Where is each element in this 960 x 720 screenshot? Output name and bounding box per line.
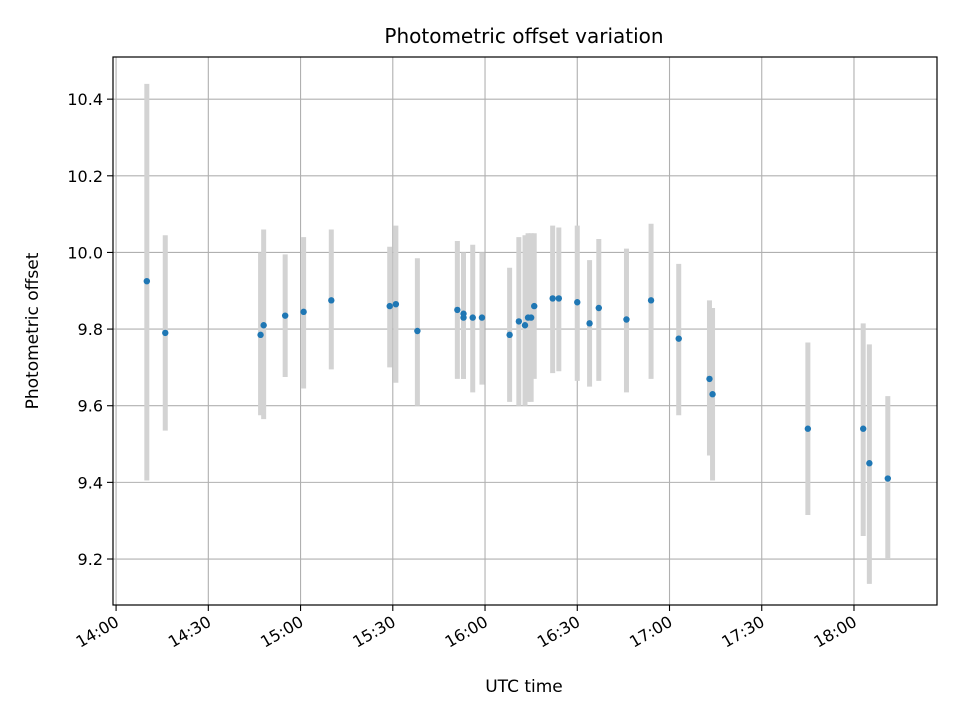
data-point xyxy=(574,299,581,306)
data-point xyxy=(586,320,593,327)
x-tick-label: 15:00 xyxy=(257,612,306,652)
x-tick-label: 16:00 xyxy=(442,612,491,652)
x-tick-label: 17:30 xyxy=(718,612,767,652)
data-point xyxy=(866,460,873,467)
data-point xyxy=(515,318,523,325)
data-point xyxy=(675,335,682,342)
data-point xyxy=(162,329,169,337)
x-tick-label: 18:00 xyxy=(811,612,860,652)
y-tick-label: 10.0 xyxy=(67,243,103,262)
data-point xyxy=(527,314,535,321)
x-tick-label: 16:30 xyxy=(534,612,583,652)
data-point xyxy=(709,391,716,398)
data-points xyxy=(143,277,892,482)
data-point xyxy=(706,375,713,383)
data-point xyxy=(460,310,467,317)
data-point xyxy=(531,302,538,310)
data-point xyxy=(623,316,630,323)
data-point xyxy=(521,322,529,329)
data-point xyxy=(386,302,393,310)
data-point xyxy=(549,295,556,302)
data-point xyxy=(884,475,892,482)
y-axis-ticks: 9.2 9.4 9.6 9.8 10.0 10.2 10.4 xyxy=(67,90,113,569)
data-point xyxy=(469,314,476,321)
data-point xyxy=(328,297,335,304)
data-point xyxy=(392,300,400,308)
plot-frame xyxy=(112,56,938,606)
data-point xyxy=(143,277,151,285)
data-point xyxy=(478,314,486,321)
data-point xyxy=(804,425,812,432)
x-tick-label: 14:00 xyxy=(73,612,122,652)
data-point xyxy=(260,322,267,329)
data-point xyxy=(300,308,307,316)
y-tick-label: 9.2 xyxy=(78,550,103,569)
data-point xyxy=(414,327,421,335)
x-axis-ticks: 14:00 14:30 15:00 15:30 16:00 16:30 17:00 17:30… xyxy=(73,605,860,652)
data-point xyxy=(506,331,513,339)
y-tick-label: 10.4 xyxy=(67,90,103,109)
y-tick-label: 9.4 xyxy=(78,473,103,492)
x-tick-label: 15:30 xyxy=(349,612,398,652)
data-point xyxy=(257,331,264,339)
data-point xyxy=(454,306,461,314)
data-point xyxy=(281,312,289,319)
x-tick-label: 14:30 xyxy=(165,612,214,652)
y-tick-label: 10.2 xyxy=(67,167,103,186)
chart-title: Photometric offset variation xyxy=(384,24,663,48)
data-point xyxy=(647,297,655,304)
y-tick-label: 9.8 xyxy=(78,320,103,339)
y-axis-label: Photometric offset xyxy=(23,252,43,409)
x-tick-label: 17:00 xyxy=(626,612,675,652)
y-tick-label: 9.6 xyxy=(78,397,103,416)
x-axis-label: UTC time xyxy=(485,677,563,697)
data-point xyxy=(595,304,602,312)
data-point xyxy=(860,425,867,432)
data-point xyxy=(555,295,563,302)
